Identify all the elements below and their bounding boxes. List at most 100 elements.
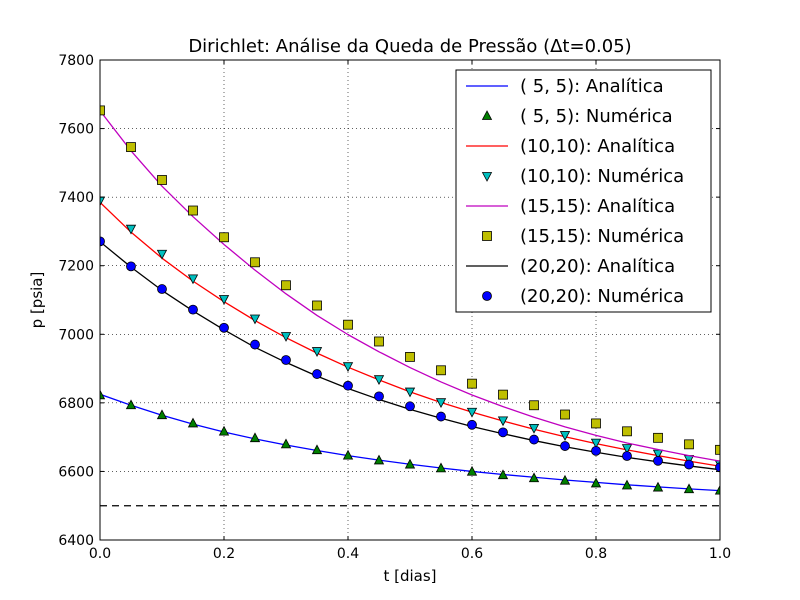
data-point: [156, 409, 168, 420]
data-point: [157, 175, 167, 185]
data-point: [312, 369, 322, 379]
legend-entry-0: ( 5, 5): Analítica: [466, 76, 664, 97]
legend: ( 5, 5): Analítica ( 5, 5): Numérica (10,1…: [455, 69, 712, 313]
data-point: [405, 401, 415, 412]
data-point: [280, 332, 292, 342]
data-point: [653, 432, 663, 443]
data-point: [497, 416, 509, 427]
series-5: [100, 105, 720, 455]
legend-entry-7: (20,20): Numérica: [482, 286, 684, 307]
data-point: [684, 439, 694, 450]
legend-entry-6: (20,20): Analítica: [466, 256, 675, 277]
y-tick-label: 6800: [58, 396, 94, 412]
y-axis-label: p [psia]: [28, 272, 46, 329]
data-point: [404, 387, 416, 398]
data-point: [219, 322, 229, 333]
plot-frame: [99, 59, 721, 541]
data-point: [466, 407, 478, 418]
data-point: [250, 257, 260, 268]
data-point: [435, 462, 447, 473]
y-tick-label: 6600: [58, 464, 94, 480]
data-point: [621, 479, 633, 490]
series-4: [100, 110, 720, 462]
data-point: [715, 444, 720, 455]
data-point: [466, 465, 478, 476]
series-7: [100, 236, 720, 473]
y-tick-label: 7800: [58, 53, 94, 69]
data-point: [100, 236, 105, 247]
axes: 0.0 0.2 0.4 0.6 0.8 1.0 6400 6600 6800 7000 7200 74…: [58, 53, 731, 562]
data-point: [281, 280, 291, 291]
data-point: [250, 339, 260, 350]
data-point: [156, 249, 168, 260]
data-point: [560, 441, 570, 451]
data-point: [343, 319, 353, 330]
y-tick-label: 7400: [58, 190, 94, 206]
legend-label: (15,15): Analítica: [520, 196, 675, 217]
data-point: [652, 481, 664, 492]
data-point: [280, 438, 292, 449]
data-point: [529, 400, 539, 411]
data-point: [497, 469, 509, 480]
y-tick-label: 6400: [58, 533, 94, 549]
series-layer: [100, 105, 720, 507]
legend-label: (10,10): Analítica: [520, 136, 675, 157]
data-point: [529, 434, 539, 445]
y-tick-label: 7200: [58, 259, 94, 275]
data-point: [218, 295, 230, 305]
legend-marker-swatch: [482, 231, 492, 241]
series-1: [100, 389, 720, 495]
data-point: [374, 391, 384, 402]
data-point: [621, 444, 633, 454]
legend-box: [455, 69, 712, 313]
data-point: [373, 454, 385, 465]
data-point: [125, 224, 137, 235]
data-point: [100, 196, 106, 207]
x-axis-label: t [dias]: [383, 567, 436, 585]
x-tick-label: 1.0: [709, 546, 731, 562]
legend-label: (10,10): Numérica: [520, 166, 684, 187]
data-point: [560, 409, 570, 420]
data-point: [467, 378, 477, 389]
data-point: [404, 458, 416, 469]
legend-entry-3: (10,10): Numérica: [481, 166, 684, 187]
data-point: [249, 314, 261, 325]
data-point: [653, 455, 663, 466]
data-point: [435, 398, 447, 409]
legend-marker-swatch: [481, 172, 493, 182]
legend-entry-5: (15,15): Numérica: [482, 226, 684, 247]
data-point: [100, 389, 106, 400]
data-point: [311, 347, 323, 357]
data-point: [591, 418, 601, 429]
data-point: [374, 336, 384, 347]
data-point: [714, 484, 720, 495]
legend-label: (20,20): Numérica: [520, 286, 684, 307]
x-tick-label: 0.8: [585, 546, 607, 562]
series-line: [100, 110, 720, 462]
data-point: [188, 304, 198, 315]
data-point: [281, 355, 291, 365]
data-point: [715, 462, 720, 473]
legend-label: ( 5, 5): Numérica: [520, 106, 673, 127]
data-point: [590, 477, 602, 488]
data-point: [126, 142, 136, 152]
data-point: [559, 474, 571, 485]
legend-entry-4: (15,15): Analítica: [466, 196, 675, 217]
legend-label: ( 5, 5): Analítica: [520, 76, 664, 97]
y-tick-label: 7600: [58, 122, 94, 138]
data-point: [498, 389, 508, 400]
data-point: [311, 444, 323, 455]
data-point: [684, 459, 694, 470]
data-point: [467, 419, 477, 430]
data-point: [373, 375, 385, 386]
x-tick-label: 0.0: [89, 546, 111, 562]
data-point: [528, 423, 540, 434]
chart-title: Dirichlet: Análise da Queda de Pressão (…: [188, 36, 631, 57]
data-point: [436, 365, 446, 376]
legend-marker-swatch: [481, 110, 493, 120]
y-tick-label: 7000: [58, 327, 94, 343]
legend-marker-swatch: [482, 291, 492, 301]
x-tick-label: 0.2: [213, 546, 235, 562]
data-point: [436, 411, 446, 422]
data-point: [343, 380, 353, 391]
